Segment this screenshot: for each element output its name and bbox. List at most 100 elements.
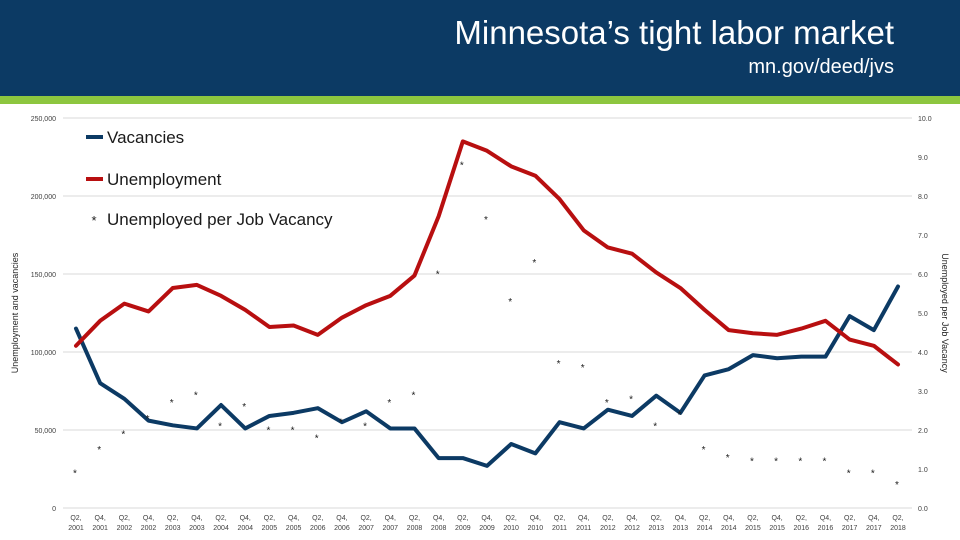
x-tick-label: Q4,	[385, 515, 396, 522]
y2-tick-label: 7.0	[918, 233, 928, 240]
ratio-marker: *	[218, 422, 222, 433]
x-tick-label: 2006	[334, 525, 350, 532]
x-tick-label: 2011	[552, 525, 567, 532]
ratio-marker: *	[557, 359, 561, 370]
ratio-marker: *	[194, 390, 198, 401]
x-tick-label: Q2,	[651, 515, 662, 522]
x-tick-label: 2002	[141, 525, 157, 532]
y2-tick-label: 0.0	[918, 506, 928, 513]
y2-tick-label: 9.0	[918, 155, 928, 162]
unemployment-line	[74, 139, 900, 367]
x-tick-label: Q4,	[288, 515, 299, 522]
ratio-marker: *	[97, 445, 101, 456]
x-tick-label: 2004	[237, 525, 253, 532]
ratio-marker: *	[532, 258, 536, 269]
x-tick-label: Q2,	[264, 515, 275, 522]
x-tick-label: 2001	[68, 525, 84, 532]
ratio-marker: *	[315, 433, 319, 444]
x-tick-label: Q4,	[240, 515, 251, 522]
x-tick-label: 2003	[189, 525, 205, 532]
legend-label: Vacancies	[107, 128, 184, 147]
x-tick-label: Q4,	[191, 515, 202, 522]
x-tick-label: 2015	[745, 525, 761, 532]
ratio-marker: *	[629, 394, 633, 405]
ratio-marker: *	[484, 215, 488, 226]
page-title: Minnesota’s tight labor market	[454, 14, 894, 51]
y-tick-label: 200,000	[31, 194, 56, 201]
ratio-marker: *	[170, 398, 174, 409]
x-tick-label: 2011	[576, 525, 591, 532]
x-tick-label: 2015	[769, 525, 785, 532]
x-tick-label: 2007	[383, 525, 399, 532]
y2-tick-label: 3.0	[918, 389, 928, 396]
x-tick-label: Q4,	[868, 515, 879, 522]
ratio-marker: *	[895, 480, 899, 491]
y2-tick-label: 5.0	[918, 311, 928, 318]
x-tick-label: Q2,	[892, 515, 903, 522]
ratio-marker: *	[750, 457, 754, 468]
x-tick-label: Q4,	[771, 515, 782, 522]
x-tick-label: Q2,	[312, 515, 323, 522]
ratio-marker: *	[436, 270, 440, 281]
y-axis-title: Unemployment and vacancies	[10, 252, 20, 373]
x-tick-label: 2013	[673, 525, 689, 532]
ratio-marker: *	[871, 468, 875, 479]
ratio-marker: *	[774, 457, 778, 468]
x-tick-label: Q2,	[167, 515, 178, 522]
y2-tick-label: 6.0	[918, 272, 928, 279]
y2-tick-label: 2.0	[918, 428, 928, 435]
x-tick-label: Q4,	[143, 515, 154, 522]
x-tick-label: 2001	[92, 525, 108, 532]
ratio-marker: *	[266, 426, 270, 437]
x-tick-label: Q4,	[336, 515, 347, 522]
ratio-marker: *	[605, 398, 609, 409]
ratio-marker: *	[508, 297, 512, 308]
x-tick-label: Q2,	[506, 515, 517, 522]
x-tick-label: Q4,	[626, 515, 637, 522]
legend-label: Unemployment	[107, 170, 222, 189]
x-tick-label: 2009	[455, 525, 471, 532]
ratio-marker: *	[363, 422, 367, 433]
x-tick-label: 2003	[165, 525, 181, 532]
x-tick-label: Q2,	[70, 515, 81, 522]
x-tick-label: Q4,	[820, 515, 831, 522]
x-tick-label: Q2,	[699, 515, 710, 522]
ratio-marker: *	[73, 468, 77, 479]
y-tick-label: 50,000	[35, 428, 57, 435]
x-tick-label: 2017	[866, 525, 882, 532]
x-tick-label: Q2,	[409, 515, 420, 522]
x-tick-label: 2002	[117, 525, 133, 532]
x-tick-label: Q4,	[433, 515, 444, 522]
ratio-marker: *	[387, 398, 391, 409]
y-tick-label: 150,000	[31, 272, 56, 279]
ratio-marker: *	[726, 453, 730, 464]
accent-bar	[0, 96, 960, 104]
x-tick-label: 2012	[600, 525, 616, 532]
x-tick-label: 2012	[624, 525, 640, 532]
x-tick-label: 2007	[358, 525, 374, 532]
header-banner	[0, 0, 960, 96]
ratio-marker: *	[653, 422, 657, 433]
x-tick-label: 2013	[648, 525, 664, 532]
x-tick-label: Q2,	[457, 515, 468, 522]
x-tick-label: 2005	[286, 525, 302, 532]
ratio-marker: *	[291, 426, 295, 437]
x-tick-label: 2008	[431, 525, 447, 532]
ratio-marker: *	[146, 414, 150, 425]
x-tick-label: 2014	[721, 525, 737, 532]
ratio-marker: *	[847, 468, 851, 479]
x-tick-label: 2008	[407, 525, 423, 532]
x-tick-label: Q4,	[530, 515, 541, 522]
x-tick-label: Q4,	[481, 515, 492, 522]
legend-label: Unemployed per Job Vacancy	[107, 210, 333, 229]
ratio-marker: *	[798, 457, 802, 468]
x-tick-label: 2010	[528, 525, 544, 532]
x-tick-label: Q2,	[796, 515, 807, 522]
x-tick-label: 2006	[310, 525, 326, 532]
legend-swatch-ratio: *	[91, 213, 96, 228]
x-tick-label: Q4,	[578, 515, 589, 522]
page-subtitle: mn.gov/deed/jvs	[748, 56, 894, 78]
ratio-marker: *	[242, 402, 246, 413]
ratio-marker: *	[581, 363, 585, 374]
